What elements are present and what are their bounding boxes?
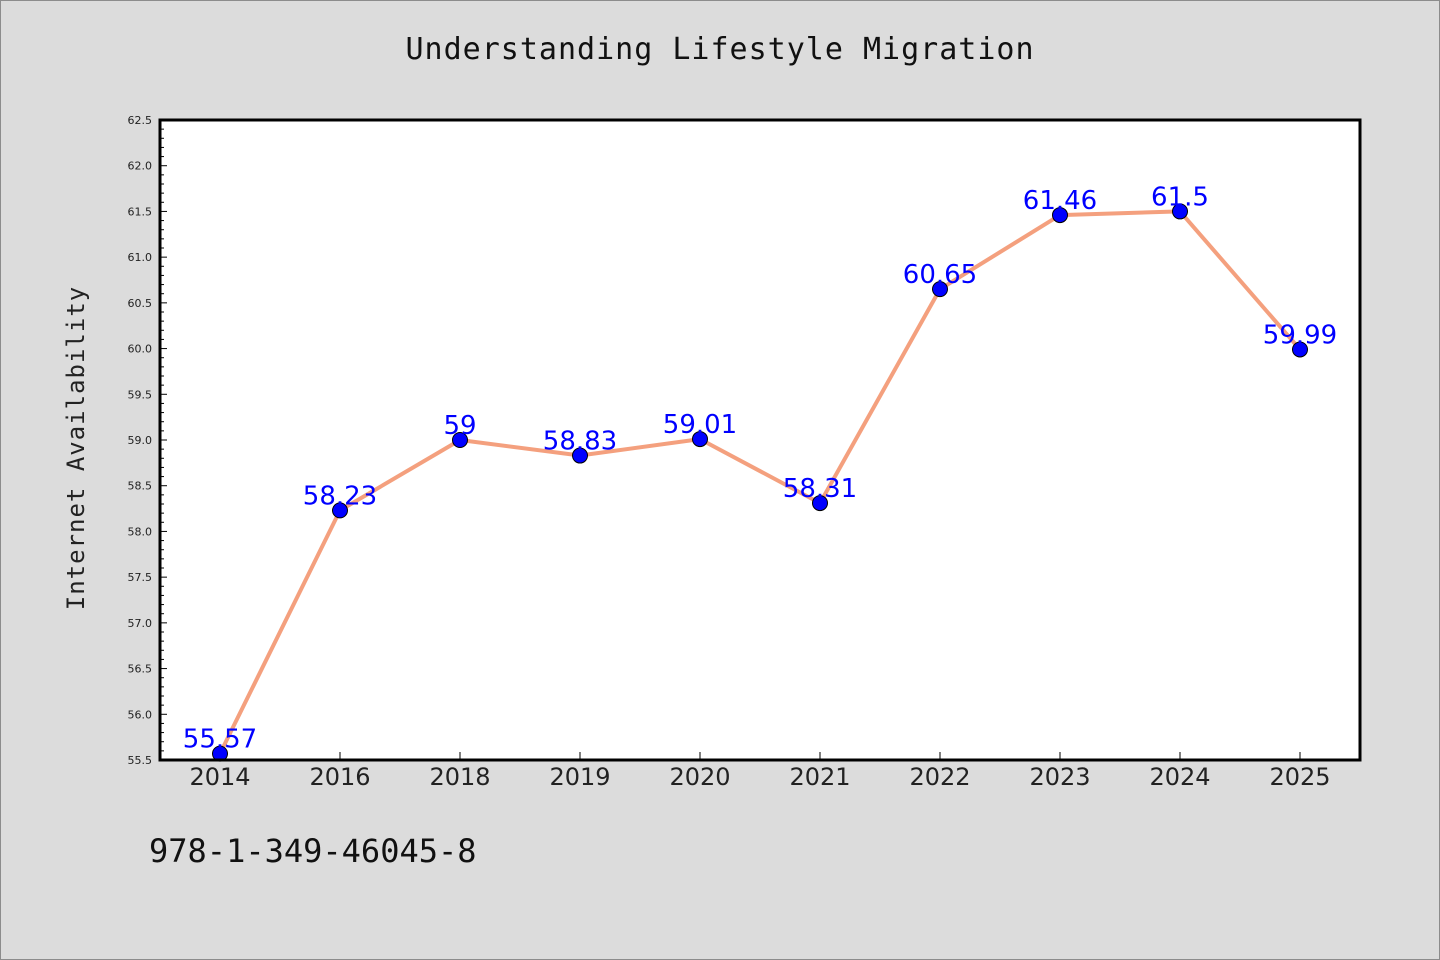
isbn-text: 978-1-349-46045-8 <box>149 832 477 870</box>
data-point <box>1172 203 1188 220</box>
data-label-group: 55.57 58.23 59 58.83 59.01 58.31 60.65 61.46 61.… <box>183 182 1337 754</box>
y-tick-label: 58.5 <box>128 480 153 493</box>
x-tick-label: 2018 <box>429 763 490 791</box>
x-tick-label: 2023 <box>1029 763 1090 791</box>
y-tick-label: 59.5 <box>128 388 153 401</box>
y-tick-label: 58.0 <box>128 525 153 538</box>
data-label: 59.01 <box>663 410 737 440</box>
data-label: 61.46 <box>1023 186 1097 216</box>
chart-title: Understanding Lifestyle Migration <box>405 32 1035 67</box>
x-axis-ticks: 2014 2016 2018 2019 2020 2021 2022 2023 2024 2025 <box>189 752 1331 791</box>
x-tick-label: 2022 <box>909 763 970 791</box>
x-tick-label: 2019 <box>549 763 610 791</box>
x-tick-label: 2021 <box>789 763 850 791</box>
data-label: 55.57 <box>183 725 257 755</box>
y-tick-label: 56.5 <box>128 663 153 676</box>
data-label: 58.83 <box>543 427 617 457</box>
data-label: 61.5 <box>1151 182 1209 212</box>
y-tick-label: 57.5 <box>128 571 153 584</box>
y-tick-label: 59.0 <box>128 434 153 447</box>
data-point <box>572 447 588 464</box>
x-tick-label: 2016 <box>309 763 370 791</box>
data-label: 58.31 <box>783 474 857 504</box>
y-tick-label: 57.0 <box>128 617 153 630</box>
plot-border <box>158 118 1362 762</box>
data-label: 58.23 <box>303 481 377 511</box>
plot-area <box>160 120 1360 760</box>
data-point <box>452 432 468 448</box>
y-tick-label: 56.0 <box>128 708 153 721</box>
data-point <box>1292 341 1308 358</box>
y-tick-label: 61.5 <box>128 205 153 218</box>
y-tick-label: 62.5 <box>128 114 153 127</box>
data-point <box>812 495 828 512</box>
y-tick-label: 61.0 <box>128 251 153 264</box>
y-tick-label: 60.5 <box>128 297 153 310</box>
data-label: 59.99 <box>1263 320 1337 350</box>
y-axis-ticks: 55.5 56.0 56.5 57.0 57.5 58.0 58.5 59.0 59.5 60.0… <box>128 114 167 767</box>
y-tick-label: 55.5 <box>128 754 153 767</box>
data-point <box>692 431 708 448</box>
x-tick-label: 2025 <box>1269 763 1330 791</box>
x-tick-label: 2020 <box>669 763 730 791</box>
series-line <box>218 209 1302 756</box>
x-tick-label: 2024 <box>1149 763 1210 791</box>
data-point <box>332 502 348 519</box>
y-tick-label: 60.0 <box>128 343 153 356</box>
x-tick-label: 2014 <box>189 763 250 791</box>
data-label: 60.65 <box>903 260 977 290</box>
data-point <box>932 281 948 298</box>
data-point <box>1052 207 1068 224</box>
data-label: 59 <box>443 411 476 441</box>
series-group <box>212 203 1308 762</box>
y-tick-label: 62.0 <box>128 160 153 173</box>
